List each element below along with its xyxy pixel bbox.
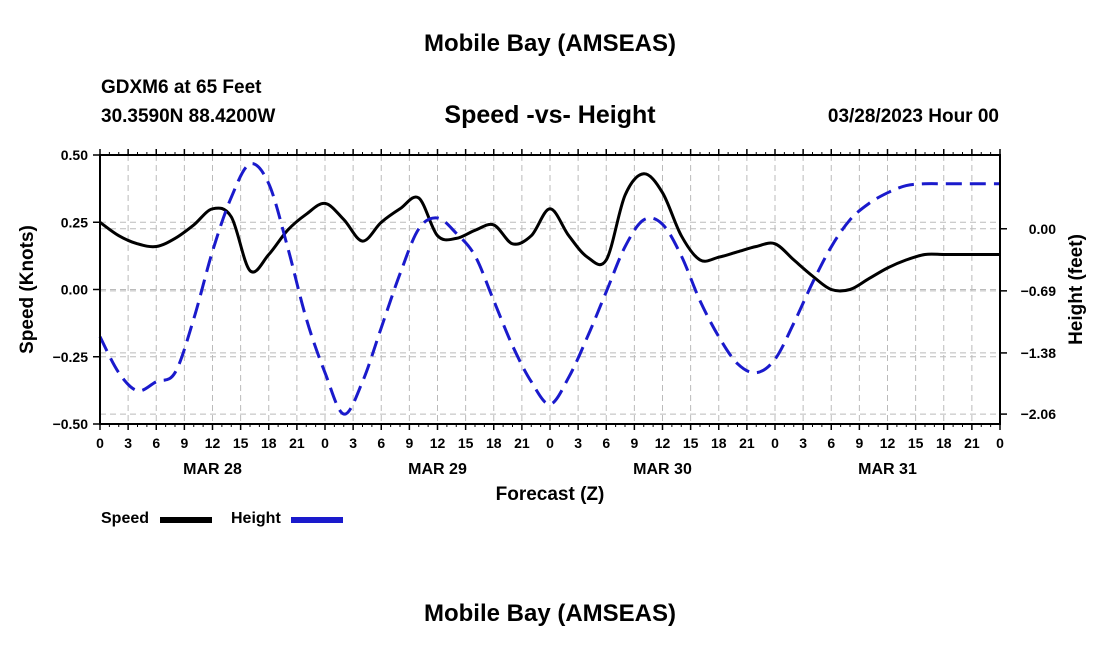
x-tick-label: 15 bbox=[233, 435, 249, 451]
x-tick-label: 0 bbox=[996, 435, 1004, 451]
y-right-tick-label: 0.00 bbox=[1029, 221, 1056, 237]
page-title-bottom: Mobile Bay (AMSEAS) bbox=[423, 600, 677, 627]
x-tick-label: 0 bbox=[771, 435, 779, 451]
x-axis-title: Forecast (Z) bbox=[496, 484, 605, 505]
station-label: GDXM6 at 65 Feet bbox=[101, 77, 262, 98]
x-tick-label: 0 bbox=[321, 435, 329, 451]
legend-height-label: Height bbox=[231, 510, 281, 527]
chart-title: Speed -vs- Height bbox=[444, 101, 656, 129]
x-tick-label: 3 bbox=[124, 435, 132, 451]
x-tick-label: 6 bbox=[152, 435, 160, 451]
date-label: MAR 28 bbox=[183, 461, 242, 478]
date-label: MAR 29 bbox=[408, 461, 467, 478]
coordinates-label: 30.3590N 88.4200W bbox=[101, 106, 276, 127]
y-tick-label: 0.00 bbox=[61, 282, 88, 298]
x-tick-label: 3 bbox=[349, 435, 357, 451]
x-tick-label: 9 bbox=[855, 435, 863, 451]
x-tick-label: 15 bbox=[458, 435, 474, 451]
x-tick-label: 6 bbox=[377, 435, 385, 451]
x-tick-label: 6 bbox=[602, 435, 610, 451]
x-tick-label: 3 bbox=[799, 435, 807, 451]
x-tick-label: 21 bbox=[964, 435, 980, 451]
forecast-datetime: 03/28/2023 Hour 00 bbox=[827, 106, 999, 127]
date-label: MAR 31 bbox=[858, 461, 917, 478]
x-tick-label: 18 bbox=[486, 435, 502, 451]
legend-speed-swatch bbox=[160, 517, 212, 523]
x-tick-label: 0 bbox=[96, 435, 104, 451]
x-tick-label: 21 bbox=[739, 435, 755, 451]
x-tick-label: 18 bbox=[261, 435, 277, 451]
x-tick-label: 9 bbox=[180, 435, 188, 451]
y-tick-label: −0.50 bbox=[53, 416, 89, 432]
y-right-axis-title: Height (feet) bbox=[1066, 234, 1087, 345]
x-tick-label: 9 bbox=[630, 435, 638, 451]
x-tick-label: 21 bbox=[289, 435, 305, 451]
x-tick-label: 21 bbox=[514, 435, 530, 451]
series-speed-line bbox=[99, 172, 1000, 293]
x-tick-label: 12 bbox=[205, 435, 221, 451]
y-tick-label: −0.25 bbox=[53, 349, 89, 365]
legend-speed-label: Speed bbox=[101, 510, 150, 527]
x-tick-label: 6 bbox=[827, 435, 835, 451]
x-tick-label: 15 bbox=[908, 435, 924, 451]
y-right-tick-label: −0.69 bbox=[1021, 283, 1057, 299]
y-tick-label: 0.50 bbox=[61, 147, 88, 163]
date-label: MAR 30 bbox=[633, 461, 692, 478]
x-tick-label: 9 bbox=[405, 435, 413, 451]
legend-height-swatch bbox=[291, 517, 343, 523]
y-right-tick-label: −2.06 bbox=[1021, 406, 1057, 422]
y-right-tick-label: −1.38 bbox=[1021, 345, 1057, 361]
x-tick-label: 12 bbox=[430, 435, 446, 451]
y-tick-label: 0.25 bbox=[61, 214, 88, 230]
x-tick-label: 12 bbox=[655, 435, 671, 451]
page-title-top: Mobile Bay (AMSEAS) bbox=[423, 30, 677, 57]
x-tick-label: 0 bbox=[546, 435, 554, 451]
series-height-line bbox=[98, 162, 1000, 416]
x-tick-label: 18 bbox=[711, 435, 727, 451]
x-tick-label: 15 bbox=[683, 435, 699, 451]
y-axis-title: Speed (Knots) bbox=[17, 225, 38, 354]
x-tick-label: 3 bbox=[574, 435, 582, 451]
x-tick-label: 12 bbox=[880, 435, 896, 451]
x-tick-label: 18 bbox=[936, 435, 952, 451]
